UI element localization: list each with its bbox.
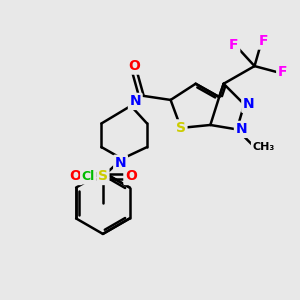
Text: Cl: Cl [82, 170, 95, 183]
Text: F: F [229, 38, 239, 52]
Text: F: F [259, 34, 268, 48]
Text: N: N [130, 94, 141, 108]
Text: N: N [236, 122, 247, 136]
Text: O: O [69, 169, 81, 184]
Text: S: S [176, 121, 186, 135]
Text: S: S [98, 169, 108, 184]
Text: O: O [128, 59, 140, 73]
Text: N: N [115, 156, 126, 170]
Text: N: N [243, 98, 254, 111]
Text: O: O [125, 169, 137, 184]
Text: CH₃: CH₃ [252, 142, 274, 152]
Text: F: F [278, 65, 287, 79]
